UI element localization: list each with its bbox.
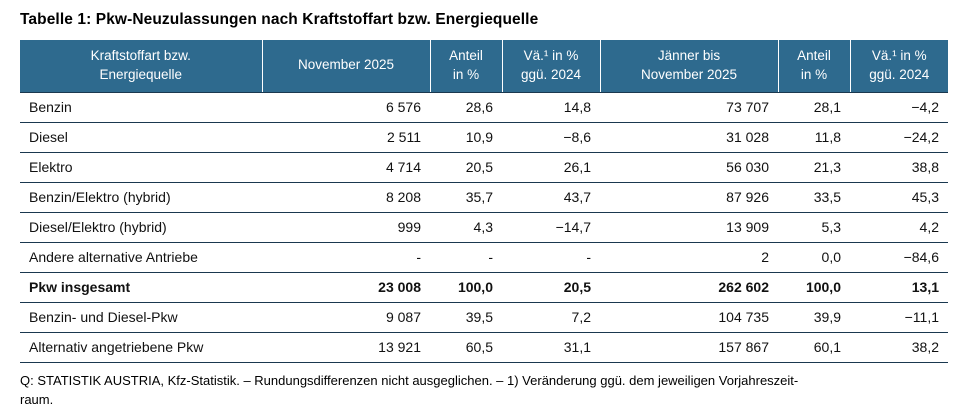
cell-value: 28,1	[778, 92, 850, 123]
cell-value: −14,7	[502, 212, 600, 243]
cell-value: 21,3	[778, 152, 850, 183]
cell-value: -	[502, 242, 600, 273]
cell-value: −4,2	[850, 92, 948, 123]
cell-value: 100,0	[430, 272, 502, 303]
table-row: Benzin/Elektro (hybrid) 8 208 35,7 43,7 87 9…	[20, 182, 948, 213]
header-row: Kraftstoffart bzw. Energiequelle Novembe…	[20, 40, 948, 93]
table-title: Tabelle 1: Pkw-Neuzulassungen nach Kraft…	[20, 11, 539, 28]
table-row: Diesel/Elektro (hybrid) 999 4,3 −14,7 13 909…	[20, 212, 948, 243]
source-note: Q: STATISTIK AUSTRIA, Kfz-Statistik. – R…	[20, 372, 799, 407]
cell-value: −11,1	[850, 302, 948, 333]
column-header-change-vs-2024: Vä.¹ in % ggü. 2024	[501, 40, 600, 93]
cell-value: 10,9	[430, 122, 502, 153]
cell-value: 31 028	[600, 122, 778, 153]
cell-value: 100,0	[778, 272, 850, 303]
table-row: Andere alternative Antriebe - - -2 0,0 −84,6	[20, 242, 948, 273]
cell-value: 45,3	[850, 182, 948, 213]
cell-value: -	[262, 242, 430, 273]
cell-value: 2	[600, 242, 778, 273]
cell-value: 4 714	[262, 152, 430, 183]
row-label: Elektro	[20, 152, 262, 183]
cell-value: 8 208	[262, 182, 430, 213]
cell-value: 60,1	[778, 332, 850, 363]
cell-value: 999	[262, 212, 430, 243]
cell-value: −84,6	[850, 242, 948, 273]
cell-value: 39,9	[778, 302, 850, 333]
cell-value: 60,5	[430, 332, 502, 363]
row-label: Diesel/Elektro (hybrid)	[20, 212, 262, 243]
cell-value: 104 735	[600, 302, 778, 333]
cell-value: 14,8	[502, 92, 600, 123]
cell-value: 4,3	[430, 212, 502, 243]
cell-value: 28,6	[430, 92, 502, 123]
cell-value: 43,7	[502, 182, 600, 213]
cell-value: 11,8	[778, 122, 850, 153]
cell-value: 6 576	[262, 92, 430, 123]
row-label: Alternativ angetriebene Pkw	[20, 332, 262, 363]
cell-value: 56 030	[600, 152, 778, 183]
cell-value: 39,5	[430, 302, 502, 333]
row-label: Benzin- und Diesel-Pkw	[20, 302, 262, 333]
column-header-fuel-type: Kraftstoffart bzw. Energiequelle	[20, 40, 262, 93]
row-label: Andere alternative Antriebe	[20, 242, 262, 273]
cell-value: 20,5	[430, 152, 502, 183]
page: Tabelle 1: Pkw-Neuzulassungen nach Kraft…	[20, 11, 948, 407]
cell-value: 33,5	[778, 182, 850, 213]
cell-value: 2 511	[262, 122, 430, 153]
cell-value: 13 909	[600, 212, 778, 243]
row-label: Diesel	[20, 122, 262, 153]
cell-value: 9 087	[262, 302, 430, 333]
column-header-november-2025: November 2025	[261, 40, 430, 93]
row-label: Benzin	[20, 92, 262, 123]
cell-value: 31,1	[502, 332, 600, 363]
cell-value: 13 921	[262, 332, 430, 363]
cell-value: −24,2	[850, 122, 948, 153]
cell-value: 7,2	[502, 302, 600, 333]
cell-value: 4,2	[850, 212, 948, 243]
cell-value: 0,0	[778, 242, 850, 273]
cell-value: -	[430, 242, 502, 273]
cell-value: 5,3	[778, 212, 850, 243]
fuel-type-table: Kraftstoffart bzw. Energiequelle Novembe…	[20, 40, 948, 363]
cell-value: 157 867	[600, 332, 778, 363]
column-header-jan-to-nov-2025: Jänner bis November 2025	[599, 40, 778, 93]
cell-value: 13,1	[850, 272, 948, 303]
table-header: Kraftstoffart bzw. Energiequelle Novembe…	[20, 40, 948, 93]
table-row: Elektro 4 714 20,5 26,1 56 030 21,3 38,8	[20, 152, 948, 183]
cell-value: 38,8	[850, 152, 948, 183]
table-row: Benzin- und Diesel-Pkw 9 087 39,5 7,2 104 73…	[20, 302, 948, 333]
column-header-change-vs-2024-ytd: Vä.¹ in % ggü. 2024	[849, 40, 948, 93]
cell-value: −8,6	[502, 122, 600, 153]
table-body: Benzin 6 576 28,6 14,8 73 707 28,1 −4,2 Diesel 2…	[20, 92, 948, 363]
cell-value: 35,7	[430, 182, 502, 213]
cell-value: 20,5	[502, 272, 600, 303]
cell-value: 73 707	[600, 92, 778, 123]
cell-value: 38,2	[850, 332, 948, 363]
row-label: Pkw insgesamt	[20, 272, 262, 303]
row-label: Benzin/Elektro (hybrid)	[20, 182, 262, 213]
table-row: Pkw insgesamt 23 008 100,0 20,5 262 602 100,0…	[20, 272, 948, 303]
cell-value: 26,1	[502, 152, 600, 183]
table-row: Benzin 6 576 28,6 14,8 73 707 28,1 −4,2	[20, 92, 948, 123]
cell-value: 87 926	[600, 182, 778, 213]
table-row: Alternativ angetriebene Pkw 13 921 60,5 31,…	[20, 332, 948, 363]
column-header-share-pct: Anteil in %	[429, 40, 502, 93]
cell-value: 262 602	[600, 272, 778, 303]
column-header-share-pct-ytd: Anteil in %	[777, 40, 850, 93]
cell-value: 23 008	[262, 272, 430, 303]
table-row: Diesel 2 511 10,9 −8,6 31 028 11,8 −24,2	[20, 122, 948, 153]
